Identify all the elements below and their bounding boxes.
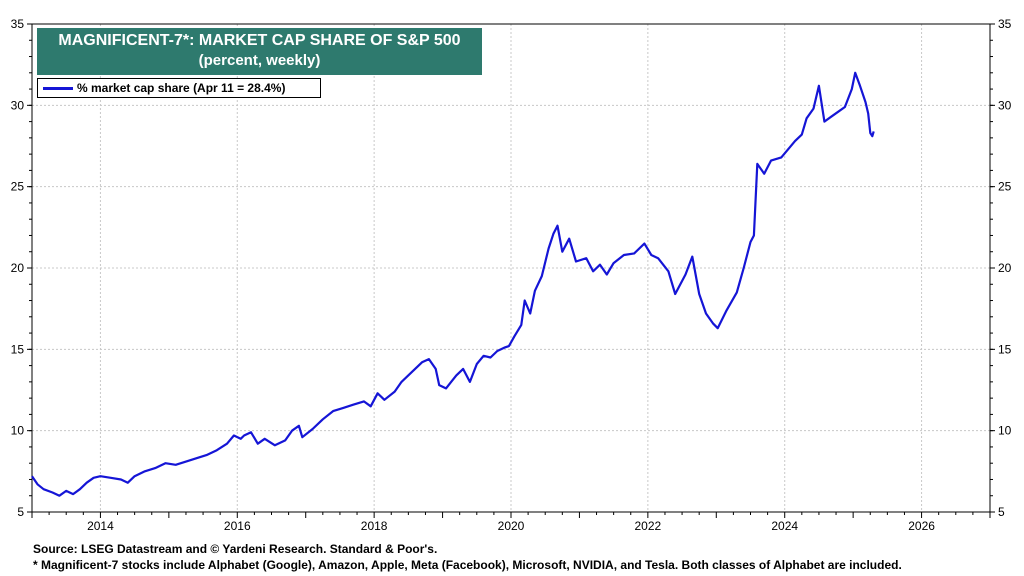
grid-lines xyxy=(32,23,990,513)
legend-label: % market cap share (Apr 11 = 28.4%) xyxy=(77,81,286,95)
y-tick-label-right: 30 xyxy=(998,98,1012,112)
x-tick-label: 2018 xyxy=(361,519,388,533)
x-tick-label: 2026 xyxy=(908,519,935,533)
y-axis-left: 5 10 15 20 25 30 35 xyxy=(11,17,32,519)
y-tick-label-left: 5 xyxy=(17,505,24,519)
x-tick-label: 2014 xyxy=(87,519,114,533)
y-tick-label-left: 30 xyxy=(11,98,25,112)
series-layer xyxy=(31,71,875,497)
y-tick-label-right: 10 xyxy=(998,424,1012,438)
y-tick-label-left: 10 xyxy=(11,424,25,438)
legend-swatch xyxy=(43,87,73,90)
source-note: Source: LSEG Datastream and © Yardeni Re… xyxy=(33,542,438,556)
chart-subtitle: (percent, weekly) xyxy=(198,52,321,69)
y-axis-right: 5 10 15 20 25 30 35 xyxy=(990,17,1012,519)
x-tick-label: 2020 xyxy=(498,519,525,533)
legend: % market cap share (Apr 11 = 28.4%) xyxy=(37,78,321,98)
y-tick-label-left: 25 xyxy=(11,180,25,194)
x-tick-label: 2016 xyxy=(224,519,251,533)
y-tick-label-left: 15 xyxy=(11,342,25,356)
chart-title-box: MAGNIFICENT-7*: MARKET CAP SHARE OF S&P … xyxy=(37,28,482,75)
y-tick-label-right: 20 xyxy=(998,261,1012,275)
chart-title: MAGNIFICENT-7*: MARKET CAP SHARE OF S&P … xyxy=(58,32,461,49)
series-line xyxy=(31,71,875,497)
y-tick-label-left: 20 xyxy=(11,261,25,275)
y-tick-label-left: 35 xyxy=(11,17,25,31)
y-tick-label-right: 35 xyxy=(998,17,1012,31)
y-tick-label-right: 15 xyxy=(998,342,1012,356)
footnote: * Magnificent-7 stocks include Alphabet … xyxy=(33,558,902,572)
x-axis: 2014 2016 2018 2020 2022 2024 2026 xyxy=(31,512,991,533)
x-tick-label: 2024 xyxy=(771,519,798,533)
y-tick-label-right: 5 xyxy=(998,505,1005,519)
x-tick-label: 2022 xyxy=(635,519,662,533)
y-tick-label-right: 25 xyxy=(998,180,1012,194)
